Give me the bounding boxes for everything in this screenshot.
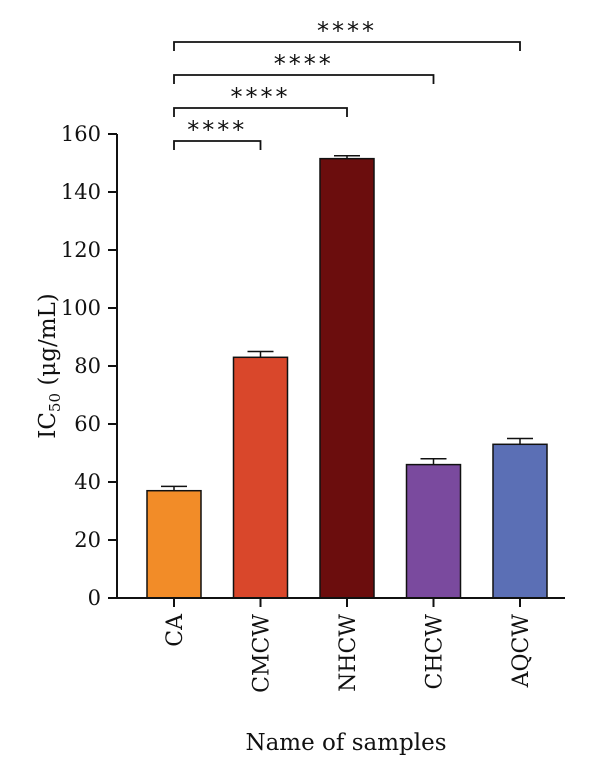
x-tick-label: AQCW [509, 614, 534, 689]
significance-bracket [173, 140, 262, 150]
y-tick-label: 80 [74, 354, 101, 378]
y-ticks: 0 20 40 60 80 100 120 140 160 [61, 122, 117, 610]
y-tick-label: 20 [74, 528, 101, 552]
significance-label: **** [187, 116, 247, 144]
x-tick-label: CA [163, 613, 188, 647]
significance-bracket [173, 107, 348, 117]
bars [146, 155, 548, 599]
y-tick-label: 40 [74, 470, 101, 494]
y-tick-label: 160 [61, 122, 101, 146]
y-axis-title: IC50 (μg/mL) [35, 293, 64, 439]
y-tick-label: 60 [74, 412, 101, 436]
bar [319, 157, 375, 599]
x-ticks: CA CMCW NHCW CHCW AQCW [163, 598, 534, 693]
y-axis-title-unit: (μg/mL) [35, 293, 61, 393]
y-axis-title-main: IC [35, 412, 61, 439]
x-tick-label: CHCW [423, 614, 448, 690]
bar [232, 356, 289, 599]
significance-label: **** [274, 50, 334, 78]
significance-brackets: **** **** **** **** [173, 17, 521, 150]
x-tick-label: NHCW [336, 614, 361, 692]
bar [405, 463, 462, 599]
y-tick-label: 0 [88, 586, 101, 610]
y-axis-title-subscript: 50 [46, 393, 64, 412]
significance-bracket [173, 41, 521, 51]
y-tick-label: 100 [61, 296, 101, 320]
significance-label: **** [231, 83, 291, 111]
significance-label: **** [317, 17, 377, 45]
y-tick-label: 140 [61, 180, 101, 204]
significance-bracket [173, 74, 435, 84]
bar [492, 443, 548, 599]
x-tick-label: CMCW [250, 614, 275, 693]
x-axis-title: Name of samples [245, 730, 446, 756]
bar [146, 489, 202, 599]
y-tick-label: 120 [61, 238, 101, 262]
